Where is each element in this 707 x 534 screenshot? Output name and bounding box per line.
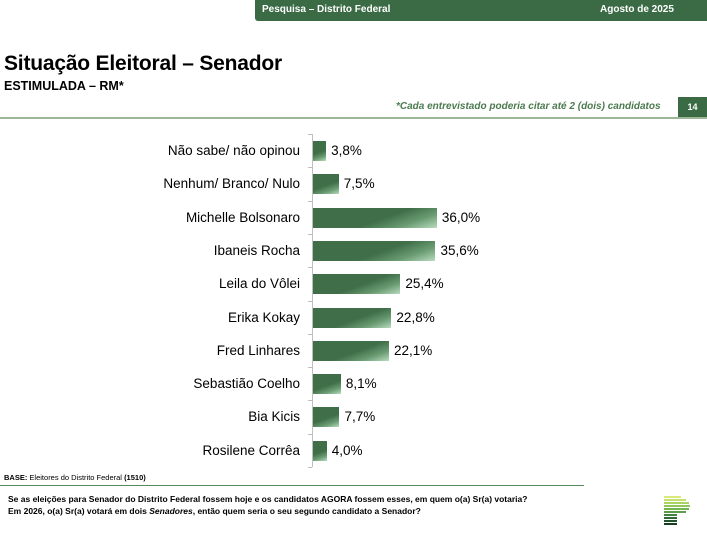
page-subtitle: ESTIMULADA – RM* <box>4 79 124 93</box>
bar <box>313 374 341 395</box>
bar-value: 7,7% <box>344 409 376 425</box>
stacked-bars-logo-icon <box>664 496 690 526</box>
bar-label: Leila do Vôlei <box>218 276 300 292</box>
bar <box>313 307 392 328</box>
bar-label: Bia Kicis <box>248 409 300 425</box>
bar <box>313 207 437 228</box>
bar-value: 3,8% <box>331 143 362 158</box>
chart-axis <box>312 134 313 467</box>
bar <box>313 141 327 161</box>
bar-label: Ibaneis Rocha <box>213 242 300 258</box>
bar-label: Erika Kokay <box>227 309 300 325</box>
chart-row: Michelle Bolsonaro 36,0% <box>0 207 707 228</box>
chart-row: Não sabe/ não opinou 3,8% <box>0 141 707 161</box>
bar <box>313 407 340 428</box>
survey-date: Agosto de 2025 <box>600 4 674 15</box>
chart-row: Sebastião Coelho 8,1% <box>0 374 707 395</box>
page-title: Situação Eleitoral – Senador <box>4 52 282 75</box>
bar-value: 22,8% <box>396 309 435 325</box>
bar-label: Nenhum/ Branco/ Nulo <box>163 176 300 192</box>
base-note: BASE: Eleitores do Distrito Federal (151… <box>4 473 146 482</box>
bar-value: 4,0% <box>331 442 363 458</box>
axis-tick <box>308 467 312 468</box>
survey-name: Pesquisa – Distrito Federal <box>262 4 391 15</box>
footnote-note: *Cada entrevistado poderia citar até 2 (… <box>396 101 661 112</box>
header-bar: Pesquisa – Distrito Federal Agosto de 20… <box>255 0 707 21</box>
bar-value: 25,4% <box>405 276 444 292</box>
chart-row: Ibaneis Rocha 35,6% <box>0 240 707 261</box>
chart-row: Bia Kicis 7,7% <box>0 407 707 428</box>
bar <box>313 440 327 461</box>
chart-row: Rosilene Corrêa 4,0% <box>0 440 707 461</box>
bar-value: 8,1% <box>345 376 377 392</box>
axis-tick <box>308 333 312 335</box>
bar-label: Sebastião Coelho <box>193 376 300 392</box>
axis-tick <box>308 400 312 402</box>
bar-label: Rosilene Corrêa <box>202 442 300 458</box>
axis-tick <box>308 300 312 302</box>
axis-tick <box>308 233 312 235</box>
bar <box>313 174 339 195</box>
chart-row: Nenhum/ Branco/ Nulo 7,5% <box>0 174 707 195</box>
axis-tick <box>308 367 312 369</box>
bar-value: 7,5% <box>343 176 375 192</box>
bar <box>313 240 436 261</box>
bar-value: 36,0% <box>441 209 481 225</box>
bar-label: Não sabe/ não opinou <box>167 143 300 158</box>
axis-tick <box>308 167 312 169</box>
bar-value: 22,1% <box>394 342 433 358</box>
axis-tick <box>308 200 312 202</box>
bar-value: 35,6% <box>440 242 479 258</box>
axis-tick <box>308 134 312 135</box>
chart-row: Fred Linhares 22,1% <box>0 340 707 361</box>
axis-tick <box>308 267 312 269</box>
survey-question: Se as eleições para Senador do Distrito … <box>8 494 528 516</box>
page-number: 14 <box>678 97 707 117</box>
divider <box>0 117 707 119</box>
bar-label: Fred Linhares <box>216 342 300 358</box>
bar <box>313 340 390 361</box>
divider <box>0 485 584 486</box>
chart-row: Erika Kokay 22,8% <box>0 307 707 328</box>
bar <box>313 274 401 295</box>
chart-row: Leila do Vôlei 25,4% <box>0 274 707 295</box>
axis-tick <box>308 433 312 435</box>
bar-label: Michelle Bolsonaro <box>185 209 300 225</box>
